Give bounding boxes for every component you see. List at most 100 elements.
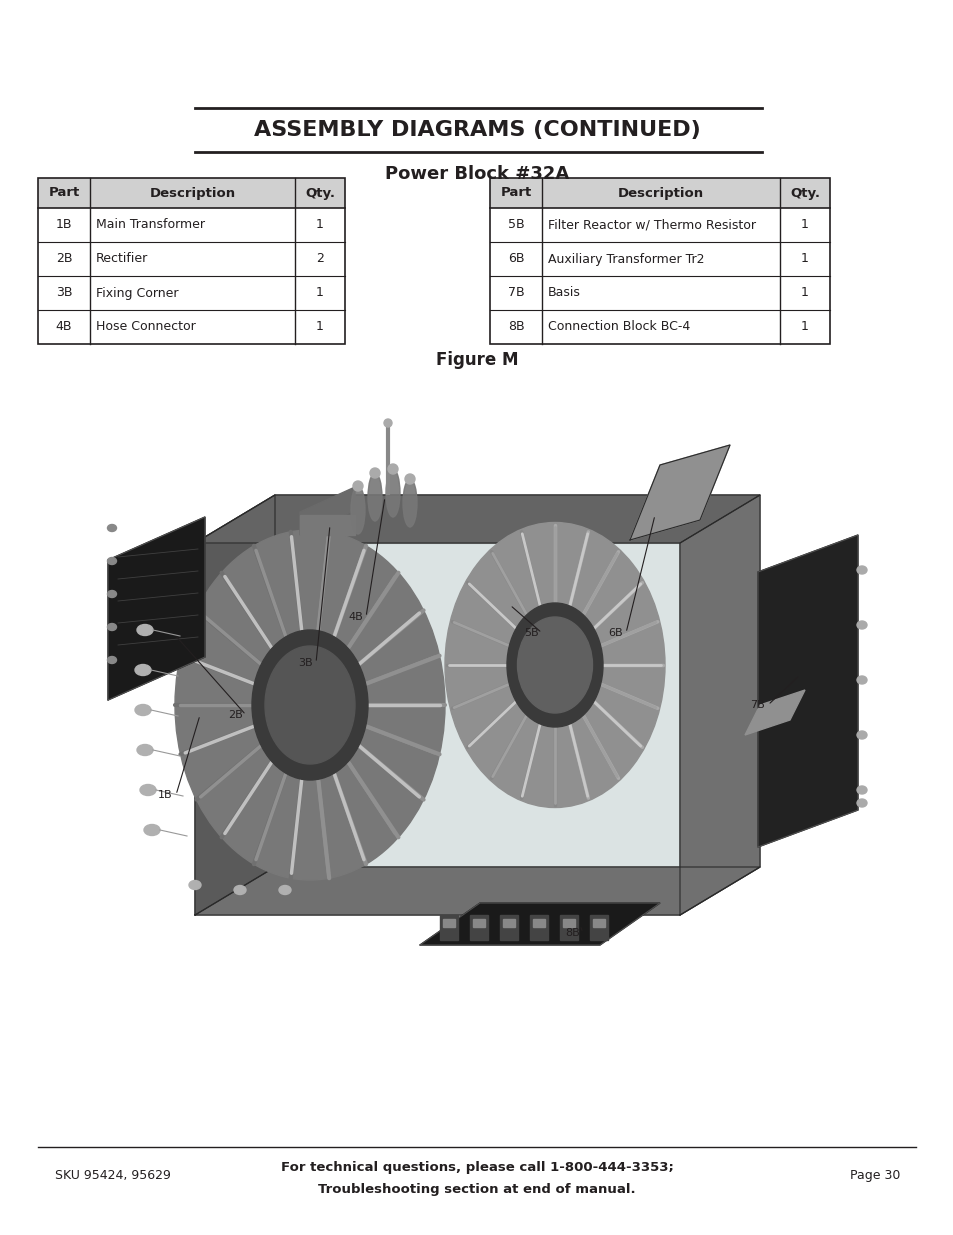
Text: Page 30: Page 30 bbox=[849, 1168, 899, 1182]
Ellipse shape bbox=[137, 625, 152, 636]
Polygon shape bbox=[194, 867, 760, 915]
Text: Basis: Basis bbox=[547, 287, 580, 300]
Ellipse shape bbox=[856, 566, 866, 574]
Text: 3B: 3B bbox=[55, 287, 72, 300]
Text: Part: Part bbox=[500, 186, 531, 200]
Text: Troubleshooting section at end of manual.: Troubleshooting section at end of manual… bbox=[318, 1182, 635, 1195]
Text: Part: Part bbox=[49, 186, 79, 200]
Polygon shape bbox=[679, 495, 760, 915]
Text: 1: 1 bbox=[801, 219, 808, 231]
Bar bbox=[442, 919, 455, 927]
Polygon shape bbox=[629, 445, 729, 540]
Ellipse shape bbox=[108, 657, 116, 663]
Text: Main Transformer: Main Transformer bbox=[96, 219, 205, 231]
Ellipse shape bbox=[108, 557, 116, 564]
Ellipse shape bbox=[108, 590, 116, 598]
Bar bbox=[499, 915, 517, 940]
Text: 6B: 6B bbox=[607, 629, 622, 638]
Ellipse shape bbox=[265, 646, 355, 764]
Text: 1B: 1B bbox=[158, 790, 172, 800]
Ellipse shape bbox=[189, 881, 201, 889]
Text: 7B: 7B bbox=[507, 287, 524, 300]
Text: 5B: 5B bbox=[523, 629, 538, 638]
Text: 1: 1 bbox=[315, 287, 324, 300]
Text: 1: 1 bbox=[801, 321, 808, 333]
Text: Hose Connector: Hose Connector bbox=[96, 321, 195, 333]
Ellipse shape bbox=[856, 621, 866, 629]
Ellipse shape bbox=[370, 468, 379, 478]
Ellipse shape bbox=[233, 885, 246, 894]
Ellipse shape bbox=[135, 704, 151, 715]
Ellipse shape bbox=[384, 419, 392, 427]
Text: Power Block #32A: Power Block #32A bbox=[384, 165, 569, 183]
Bar bbox=[502, 919, 515, 927]
Bar bbox=[38, 178, 345, 345]
Bar bbox=[38, 178, 345, 207]
Ellipse shape bbox=[368, 473, 381, 521]
Ellipse shape bbox=[252, 630, 368, 781]
Text: 1B: 1B bbox=[55, 219, 72, 231]
Text: Fixing Corner: Fixing Corner bbox=[96, 287, 178, 300]
Ellipse shape bbox=[108, 624, 116, 631]
Text: 3B: 3B bbox=[297, 658, 313, 668]
Ellipse shape bbox=[856, 731, 866, 739]
Text: Description: Description bbox=[618, 186, 703, 200]
Text: Connection Block BC-4: Connection Block BC-4 bbox=[547, 321, 690, 333]
Text: Auxiliary Transformer Tr2: Auxiliary Transformer Tr2 bbox=[547, 252, 703, 266]
Ellipse shape bbox=[135, 664, 151, 676]
Text: 5B: 5B bbox=[507, 219, 524, 231]
Bar bbox=[470, 915, 488, 940]
Text: 1: 1 bbox=[315, 321, 324, 333]
Bar bbox=[589, 915, 607, 940]
Ellipse shape bbox=[506, 603, 602, 727]
Ellipse shape bbox=[386, 469, 399, 517]
Polygon shape bbox=[194, 495, 760, 543]
Text: Rectifier: Rectifier bbox=[96, 252, 148, 266]
Text: 8B: 8B bbox=[564, 927, 579, 939]
Ellipse shape bbox=[444, 522, 664, 808]
Polygon shape bbox=[274, 543, 679, 867]
Ellipse shape bbox=[140, 784, 156, 795]
Text: 8B: 8B bbox=[507, 321, 524, 333]
Bar bbox=[439, 915, 457, 940]
Bar bbox=[490, 178, 829, 207]
Ellipse shape bbox=[137, 745, 152, 756]
Text: Description: Description bbox=[150, 186, 235, 200]
Ellipse shape bbox=[388, 464, 397, 474]
Polygon shape bbox=[194, 495, 274, 915]
Ellipse shape bbox=[856, 799, 866, 806]
Polygon shape bbox=[108, 517, 205, 700]
Polygon shape bbox=[299, 487, 355, 535]
Bar bbox=[299, 515, 355, 535]
Bar bbox=[562, 919, 575, 927]
Ellipse shape bbox=[856, 785, 866, 794]
Ellipse shape bbox=[517, 618, 592, 713]
Ellipse shape bbox=[174, 530, 444, 881]
Text: Figure M: Figure M bbox=[436, 351, 517, 369]
Ellipse shape bbox=[353, 480, 363, 492]
Ellipse shape bbox=[351, 487, 365, 534]
Text: 1: 1 bbox=[801, 287, 808, 300]
Ellipse shape bbox=[856, 676, 866, 684]
Bar bbox=[533, 919, 544, 927]
Text: Qty.: Qty. bbox=[305, 186, 335, 200]
Polygon shape bbox=[744, 690, 804, 735]
Bar bbox=[473, 919, 484, 927]
Text: Qty.: Qty. bbox=[789, 186, 820, 200]
Ellipse shape bbox=[108, 525, 116, 531]
Ellipse shape bbox=[278, 885, 291, 894]
Bar bbox=[530, 915, 547, 940]
Text: Filter Reactor w/ Thermo Resistor: Filter Reactor w/ Thermo Resistor bbox=[547, 219, 755, 231]
Ellipse shape bbox=[144, 825, 160, 836]
Text: For technical questions, please call 1-800-444-3353;: For technical questions, please call 1-8… bbox=[280, 1161, 673, 1173]
Text: 4B: 4B bbox=[348, 613, 362, 622]
Text: SKU 95424, 95629: SKU 95424, 95629 bbox=[55, 1168, 171, 1182]
Text: 7B: 7B bbox=[749, 700, 764, 710]
Text: 6B: 6B bbox=[507, 252, 524, 266]
Text: 4B: 4B bbox=[55, 321, 72, 333]
Bar bbox=[593, 919, 604, 927]
Text: 1: 1 bbox=[315, 219, 324, 231]
Text: ASSEMBLY DIAGRAMS (CONTINUED): ASSEMBLY DIAGRAMS (CONTINUED) bbox=[253, 120, 700, 140]
Text: 1: 1 bbox=[801, 252, 808, 266]
Polygon shape bbox=[419, 903, 659, 945]
